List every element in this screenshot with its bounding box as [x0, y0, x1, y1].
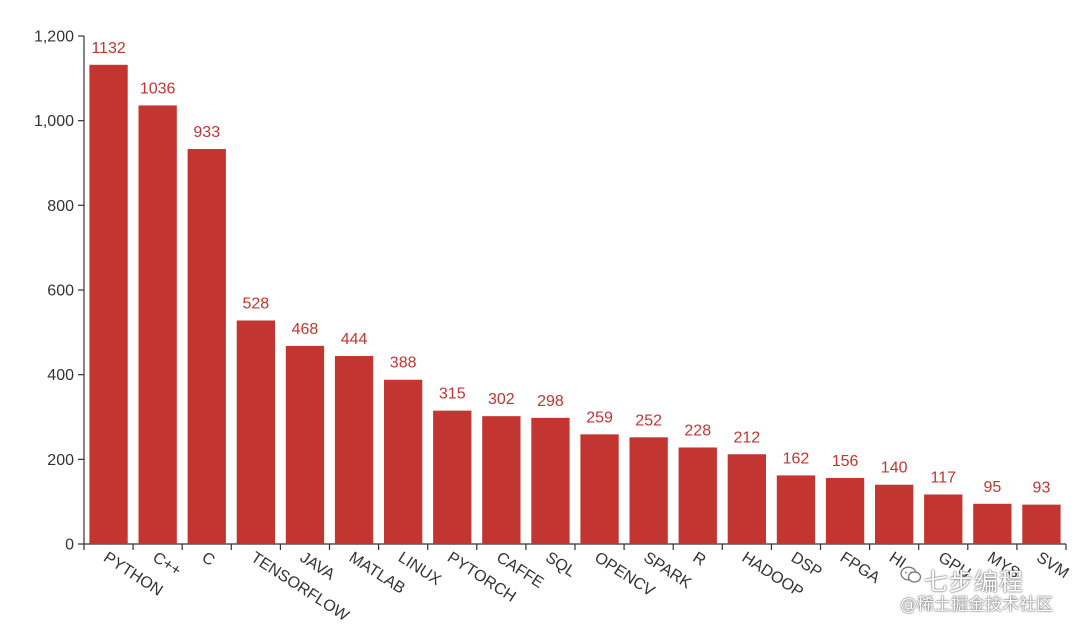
bar	[629, 437, 668, 544]
watermark-subtitle: @稀土掘金技术社区	[900, 595, 1053, 615]
data-label: 302	[488, 391, 515, 408]
watermark-title: 七步编程	[924, 568, 1024, 596]
bar	[236, 320, 275, 544]
data-labels: 1132 1036 933 528 468 444 388 315 302 298 259 252 22…	[91, 40, 1050, 497]
bar	[924, 494, 963, 544]
bar	[89, 64, 128, 544]
bar	[285, 345, 325, 544]
y-tick-label: 1,000	[34, 113, 74, 130]
x-tick-label: HI	[886, 549, 909, 572]
data-label: 1036	[140, 80, 176, 97]
data-label: 95	[983, 479, 1001, 496]
bar	[384, 379, 423, 544]
data-label: 468	[292, 321, 319, 338]
data-label: 933	[193, 124, 220, 141]
data-label: 252	[635, 412, 662, 429]
data-label: 388	[390, 355, 417, 372]
bar	[1022, 504, 1061, 544]
data-label: 298	[537, 393, 564, 410]
bar	[727, 454, 766, 544]
data-label: 156	[832, 453, 859, 470]
wechat-icon	[900, 566, 922, 583]
bar	[973, 503, 1012, 544]
data-label: 93	[1033, 480, 1051, 497]
x-tick-label: R	[690, 549, 709, 570]
bar	[138, 105, 177, 544]
bar	[875, 484, 914, 544]
y-tick-label: 800	[47, 198, 74, 215]
x-tick-label: SQL	[542, 549, 578, 581]
data-label: 259	[586, 409, 613, 426]
y-tick-label: 1,200	[34, 29, 74, 46]
bar	[187, 149, 226, 544]
data-label: 315	[439, 386, 466, 403]
bar	[334, 356, 374, 544]
bar	[678, 447, 717, 544]
bar	[531, 417, 570, 544]
y-tick-label: 0	[65, 537, 74, 554]
data-label: 228	[684, 422, 711, 439]
x-tick-label: C	[199, 549, 218, 570]
y-tick-label: 400	[47, 367, 74, 384]
data-label: 1132	[91, 40, 126, 57]
watermark: 七步编程 @稀土掘金技术社区	[898, 560, 1068, 620]
y-tick-label: 200	[47, 452, 74, 469]
bars	[89, 64, 1061, 544]
x-tick-label: DSP	[788, 549, 825, 581]
bar	[580, 434, 619, 544]
x-tick-label: FPGA	[837, 549, 883, 587]
bar	[433, 410, 472, 544]
data-label: 444	[341, 331, 368, 348]
data-label: 528	[242, 295, 269, 312]
y-tick-label: 600	[47, 283, 74, 300]
data-label: 117	[930, 469, 956, 486]
y-axis: 0 200 400 600 800 1,000 1,200	[34, 29, 85, 554]
data-label: 162	[783, 450, 810, 467]
data-label: 212	[733, 429, 760, 446]
data-label: 140	[881, 460, 908, 477]
bar	[776, 475, 816, 544]
bar	[482, 416, 521, 544]
bar	[825, 477, 865, 544]
x-tick-label: C++	[149, 549, 184, 580]
